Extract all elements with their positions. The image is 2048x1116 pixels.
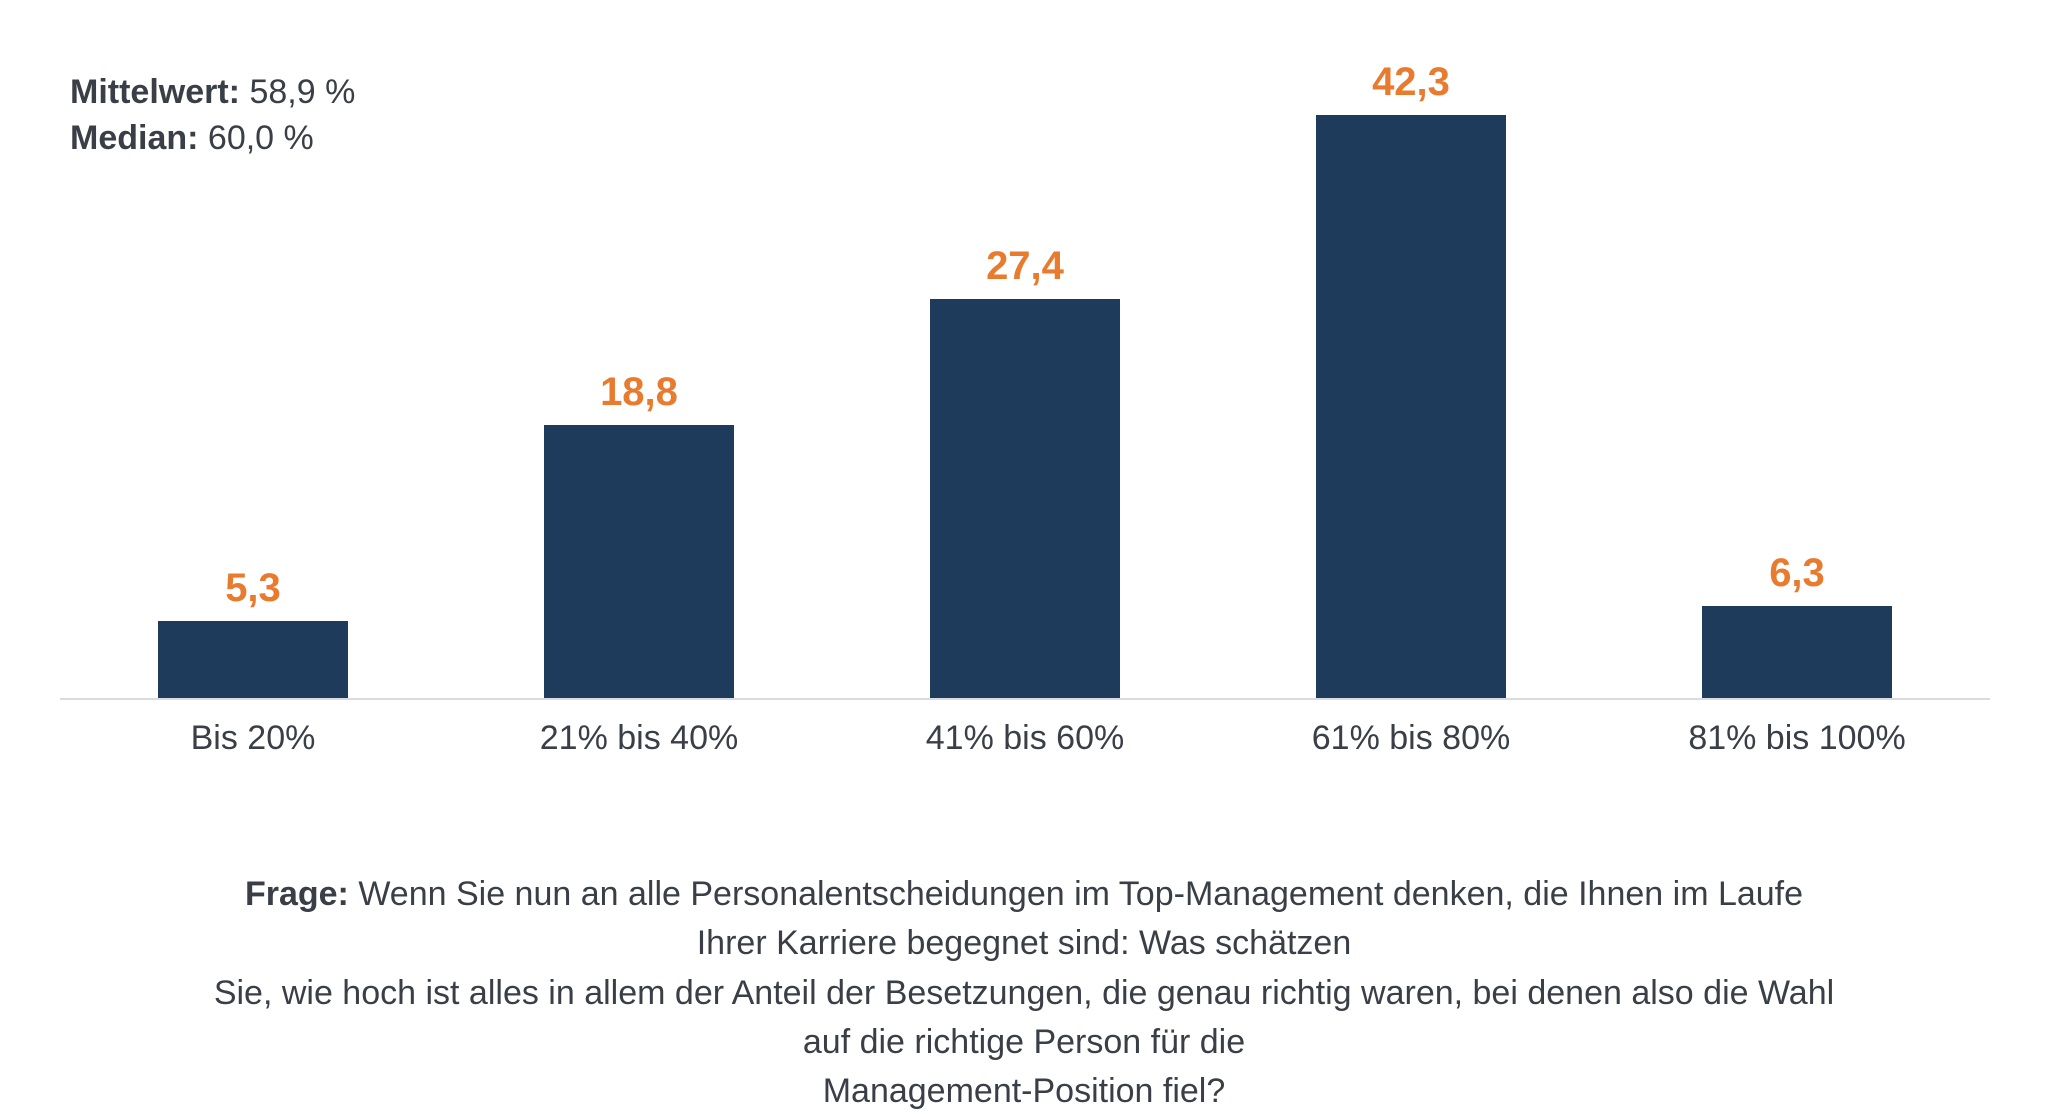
bar-value-label: 18,8 <box>600 370 678 415</box>
question-line-4: auf die richtige Person für die <box>803 1023 1245 1061</box>
plot-area: 5,3 18,8 27,4 42,3 6,3 <box>60 60 1990 700</box>
bar-rect <box>544 425 734 698</box>
x-axis-label: 21% bis 40% <box>446 705 832 758</box>
x-axis-label: 41% bis 60% <box>832 705 1218 758</box>
bar-rect <box>930 299 1120 698</box>
bar-value-label: 6,3 <box>1769 551 1825 596</box>
bar-slot: 42,3 <box>1218 60 1604 698</box>
question-line-1: Wenn Sie nun an alle Personalentscheidun… <box>349 875 1803 913</box>
x-axis-label: 61% bis 80% <box>1218 705 1604 758</box>
question-text: Frage: Wenn Sie nun an alle Personalents… <box>0 870 2048 1116</box>
x-axis-labels: Bis 20%21% bis 40%41% bis 60%61% bis 80%… <box>60 705 1990 760</box>
bar-value-label: 5,3 <box>225 566 281 611</box>
question-line-2: Ihrer Karriere begegnet sind: Was schätz… <box>697 924 1352 962</box>
question-line-3: Sie, wie hoch ist alles in allem der Ant… <box>214 974 1834 1012</box>
question-line-5: Management-Position fiel? <box>823 1072 1226 1110</box>
bar-slot: 18,8 <box>446 60 832 698</box>
bar-rect <box>158 621 348 698</box>
bar-value-label: 42,3 <box>1372 60 1450 105</box>
bars-container: 5,3 18,8 27,4 42,3 6,3 <box>60 60 1990 698</box>
x-axis-label: 81% bis 100% <box>1604 705 1990 758</box>
x-axis-label: Bis 20% <box>60 705 446 758</box>
bar-slot: 5,3 <box>60 60 446 698</box>
bar-chart: 5,3 18,8 27,4 42,3 6,3 Bis 20%21% bis 40%41%… <box>60 60 1990 760</box>
bar-slot: 6,3 <box>1604 60 1990 698</box>
bar-rect <box>1702 606 1892 698</box>
bar-slot: 27,4 <box>832 60 1218 698</box>
bar-rect <box>1316 115 1506 698</box>
question-label: Frage: <box>245 875 349 913</box>
bar-value-label: 27,4 <box>986 244 1064 289</box>
